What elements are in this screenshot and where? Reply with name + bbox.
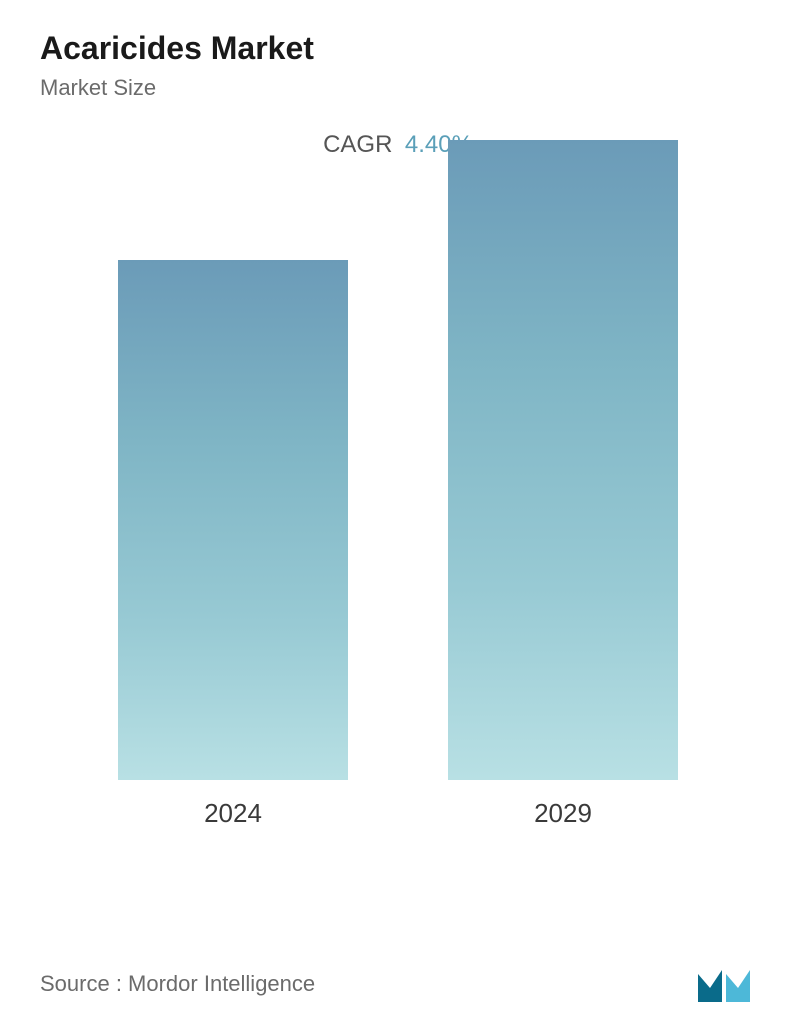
footer: Source : Mordor Intelligence	[40, 964, 756, 1004]
logo-icon	[696, 964, 756, 1004]
chart-title: Acaricides Market	[40, 30, 756, 67]
bar-1	[448, 140, 678, 780]
cagr-label: CAGR	[323, 131, 392, 158]
brand-logo	[696, 964, 756, 1004]
bar-group-0: 2024	[118, 260, 348, 829]
bar-label-1: 2029	[534, 798, 592, 829]
chart-subtitle: Market Size	[40, 75, 756, 101]
bar-0	[118, 260, 348, 780]
source-text: Source : Mordor Intelligence	[40, 971, 315, 997]
bar-chart: 2024 2029	[40, 179, 756, 879]
bar-group-1: 2029	[448, 140, 678, 829]
bar-label-0: 2024	[204, 798, 262, 829]
